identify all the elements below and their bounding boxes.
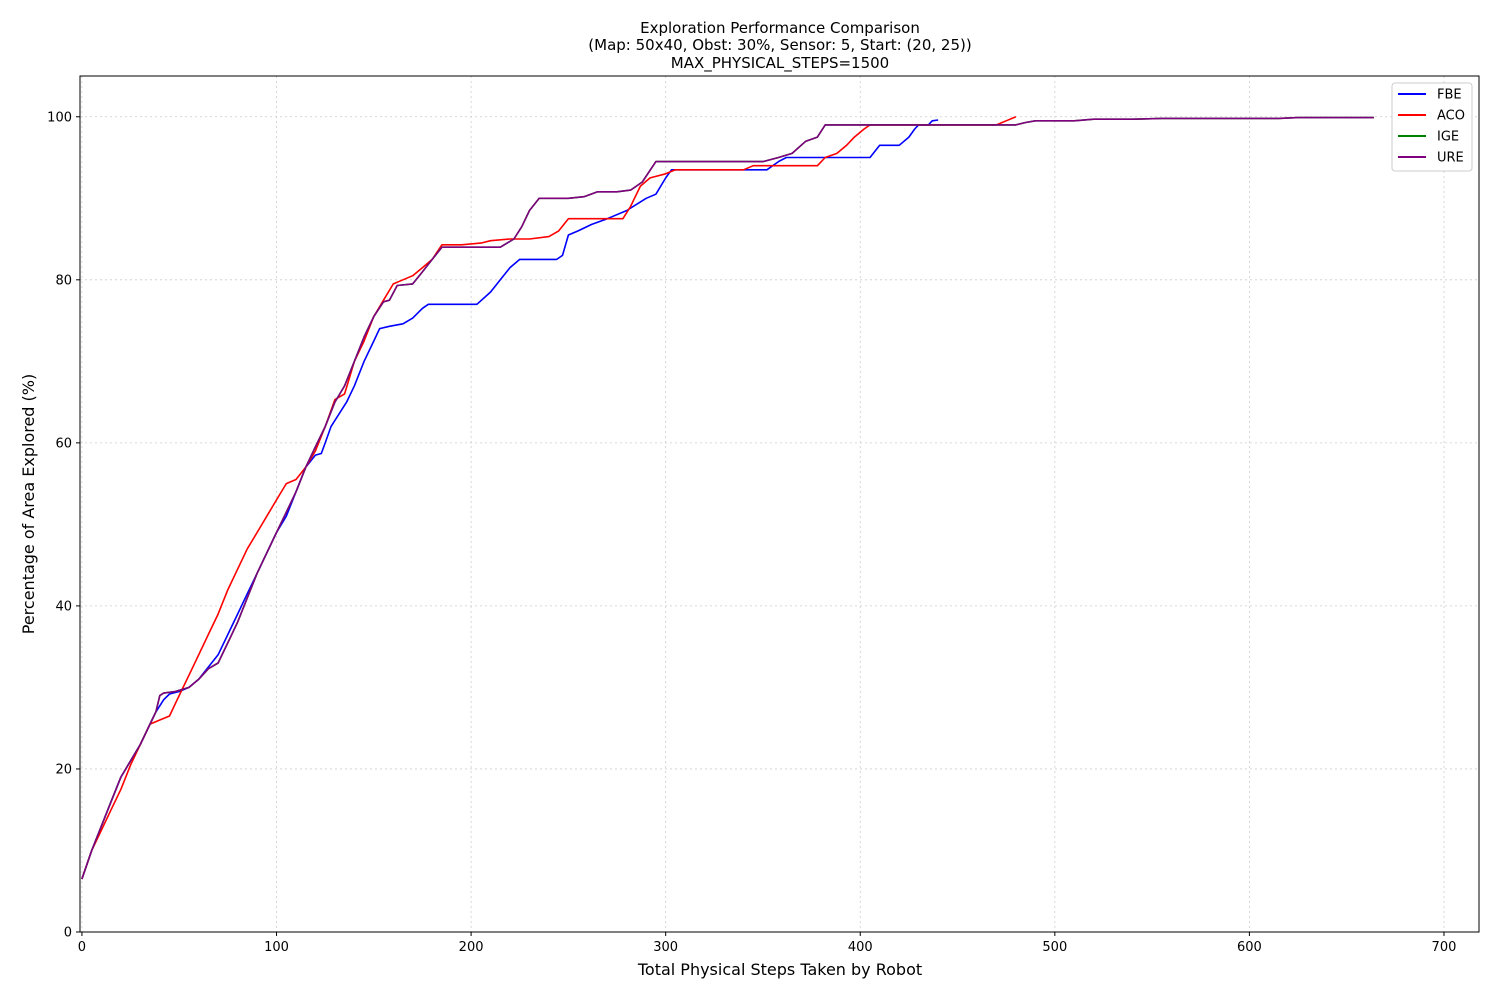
x-axis-label: Total Physical Steps Taken by Robot (637, 960, 922, 979)
chart-title-line-3: MAX_PHYSICAL_STEPS=1500 (671, 54, 889, 73)
legend-label-aco: ACO (1437, 109, 1465, 124)
y-axis-label: Percentage of Area Explored (%) (19, 374, 38, 634)
legend: FBE ACO IGE URE (1391, 82, 1473, 172)
x-tick-label: 500 (1042, 940, 1067, 955)
y-axis-ticks: 0 20 40 60 80 100 (47, 110, 80, 941)
legend-label-ure: URE (1437, 151, 1464, 166)
y-tick-label: 40 (55, 599, 72, 614)
y-tick-label: 100 (47, 110, 72, 125)
x-tick-label: 0 (78, 940, 86, 955)
data-series (81, 116, 1374, 880)
x-axis-ticks: 0 100 200 300 400 500 600 700 (78, 932, 1457, 955)
x-tick-label: 300 (653, 940, 678, 955)
y-tick-label: 0 (64, 926, 72, 941)
legend-box (1391, 82, 1473, 172)
plot-frame (79, 75, 1480, 933)
y-tick-label: 60 (55, 436, 72, 451)
legend-label-ige: IGE (1437, 130, 1459, 145)
x-tick-label: 600 (1237, 940, 1262, 955)
series-line-ure (81, 116, 1374, 880)
x-tick-label: 200 (459, 940, 484, 955)
chart-title: Exploration Performance Comparison (Map:… (588, 19, 971, 73)
x-tick-label: 400 (848, 940, 873, 955)
y-tick-label: 20 (55, 762, 72, 777)
chart-title-line-2: (Map: 50x40, Obst: 30%, Sensor: 5, Start… (588, 36, 971, 54)
series-line-aco (81, 116, 1017, 880)
x-tick-label: 100 (264, 940, 289, 955)
chart-title-line-1: Exploration Performance Comparison (640, 19, 920, 37)
x-tick-label: 700 (1432, 940, 1457, 955)
y-tick-label: 80 (55, 273, 72, 288)
legend-label-fbe: FBE (1437, 88, 1462, 103)
